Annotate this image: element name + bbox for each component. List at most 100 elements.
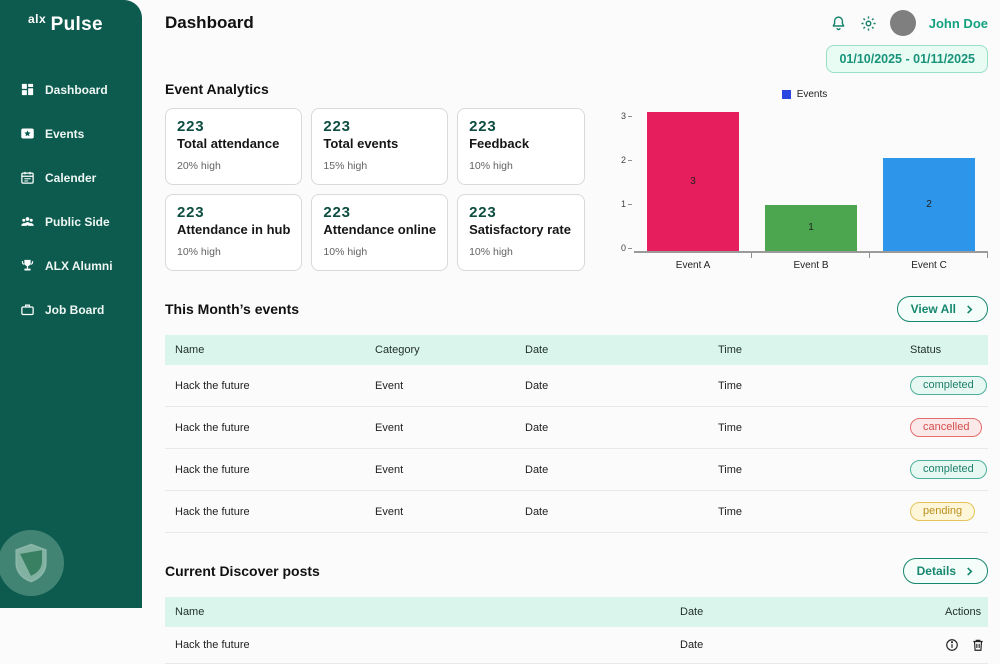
info-button[interactable] — [945, 638, 959, 652]
event-date: Date — [525, 422, 718, 434]
discover-section-head: Current Discover posts Details — [165, 558, 988, 584]
people-icon — [20, 214, 35, 229]
view-all-label: View All — [911, 302, 956, 316]
discover-section-title: Current Discover posts — [165, 563, 320, 579]
column-header-time: Time — [718, 344, 910, 356]
chart-legend: Events — [621, 89, 988, 100]
avatar[interactable] — [890, 10, 916, 36]
column-header-date: Date — [525, 344, 718, 356]
events-section-head: This Month’s events View All — [165, 296, 988, 322]
settings-button[interactable] — [860, 15, 877, 32]
notifications-button[interactable] — [830, 15, 847, 32]
stat-value: 223 — [323, 118, 436, 135]
page-title: Dashboard — [165, 13, 254, 33]
events-section-title: This Month’s events — [165, 301, 299, 317]
chart-category-cell: 3 — [634, 112, 752, 251]
main-content: Dashboard John Doe 01/10/2025 - 01/11/20… — [142, 0, 1000, 608]
event-time: Time — [718, 380, 910, 392]
discover-section: Current Discover posts Details Name Date… — [165, 558, 988, 664]
top-bar: Dashboard John Doe — [165, 10, 988, 36]
sidebar-menu: Dashboard Events Calender Public Side — [0, 74, 142, 325]
details-label: Details — [917, 564, 956, 578]
sidebar-item-public-side[interactable]: Public Side — [0, 206, 142, 237]
sidebar-item-dashboard[interactable]: Dashboard — [0, 74, 142, 105]
stat-delta: 10% high — [177, 246, 290, 258]
chart-bar-event-a: 3 — [647, 112, 739, 251]
table-row: Hack the future Event Date Time complete… — [165, 365, 988, 407]
legend-label: Events — [797, 89, 828, 100]
event-name: Hack the future — [175, 506, 375, 518]
sidebar-item-calender[interactable]: Calender — [0, 162, 142, 193]
stat-card-total-attendance: 223 Total attendance 20% high — [165, 108, 302, 185]
sidebar-item-label: Calender — [45, 171, 96, 185]
stat-value: 223 — [323, 204, 436, 221]
post-name: Hack the future — [175, 639, 680, 651]
events-table: Name Category Date Time Status Hack the … — [165, 335, 988, 533]
stat-card-satisfactory-rate: 223 Satisfactory rate 10% high — [457, 194, 585, 271]
stat-card-attendance-in-hub: 223 Attendance in hub 10% high — [165, 194, 302, 271]
event-name: Hack the future — [175, 422, 375, 434]
calendar-icon — [20, 170, 35, 185]
gear-icon — [860, 15, 877, 32]
star-badge-icon — [20, 126, 35, 141]
trash-icon — [971, 638, 985, 652]
stat-value: 223 — [177, 204, 290, 221]
sidebar-item-label: Dashboard — [45, 83, 108, 97]
column-header-name: Name — [175, 344, 375, 356]
discover-table: Name Date Actions Hack the future Date — [165, 597, 988, 664]
event-date: Date — [525, 380, 718, 392]
stat-value: 223 — [469, 204, 573, 221]
date-range-badge[interactable]: 01/10/2025 - 01/11/2025 — [826, 45, 988, 73]
x-tick-label: Event C — [870, 260, 988, 271]
briefcase-icon — [20, 302, 35, 317]
user-name[interactable]: John Doe — [929, 16, 988, 31]
stat-card-feedback: 223 Feedback 10% high — [457, 108, 585, 185]
event-time: Time — [718, 464, 910, 476]
view-all-button[interactable]: View All — [897, 296, 988, 322]
table-row: Hack the future Event Date Time cancelle… — [165, 407, 988, 449]
post-date: Date — [680, 639, 945, 651]
table-row: Hack the future Event Date Time complete… — [165, 449, 988, 491]
sidebar-item-events[interactable]: Events — [0, 118, 142, 149]
stat-cards-grid: 223 Total attendance 20% high 223 Total … — [165, 108, 585, 271]
stat-delta: 15% high — [323, 160, 436, 172]
stat-label: Feedback — [469, 136, 573, 151]
event-category: Event — [375, 464, 525, 476]
event-name: Hack the future — [175, 380, 375, 392]
status-badge: completed — [910, 460, 987, 479]
y-tick-label: 0 — [621, 244, 632, 253]
events-section: This Month’s events View All Name Catego… — [165, 296, 988, 533]
event-category: Event — [375, 506, 525, 518]
chart-category-cell: 1 — [752, 112, 870, 251]
event-time: Time — [718, 422, 910, 434]
stat-label: Total events — [323, 136, 436, 151]
stat-label: Attendance online — [323, 222, 436, 237]
event-date: Date — [525, 464, 718, 476]
sidebar-item-job-board[interactable]: Job Board — [0, 294, 142, 325]
y-tick-label: 1 — [621, 200, 632, 209]
stat-delta: 10% high — [469, 160, 573, 172]
column-header-status: Status — [910, 344, 978, 356]
event-category: Event — [375, 422, 525, 434]
events-table-header: Name Category Date Time Status — [165, 335, 988, 365]
stat-delta: 10% high — [469, 246, 573, 258]
x-tick-label: Event B — [752, 260, 870, 271]
dashboard-grid-icon — [20, 82, 35, 97]
sidebar: alx Pulse Dashboard Events Calender — [0, 0, 142, 608]
sidebar-item-alx-alumni[interactable]: ALX Alumni — [0, 250, 142, 281]
stat-card-attendance-online: 223 Attendance online 10% high — [311, 194, 448, 271]
app-logo: alx Pulse — [0, 0, 142, 56]
brand-prefix: alx — [28, 12, 46, 26]
details-button[interactable]: Details — [903, 558, 988, 584]
y-tick-label: 2 — [621, 156, 632, 165]
stat-value: 223 — [177, 118, 290, 135]
delete-button[interactable] — [971, 638, 985, 652]
chart-bar-event-c: 2 — [883, 158, 975, 251]
trophy-icon — [20, 258, 35, 273]
event-name: Hack the future — [175, 464, 375, 476]
info-icon — [945, 638, 959, 652]
